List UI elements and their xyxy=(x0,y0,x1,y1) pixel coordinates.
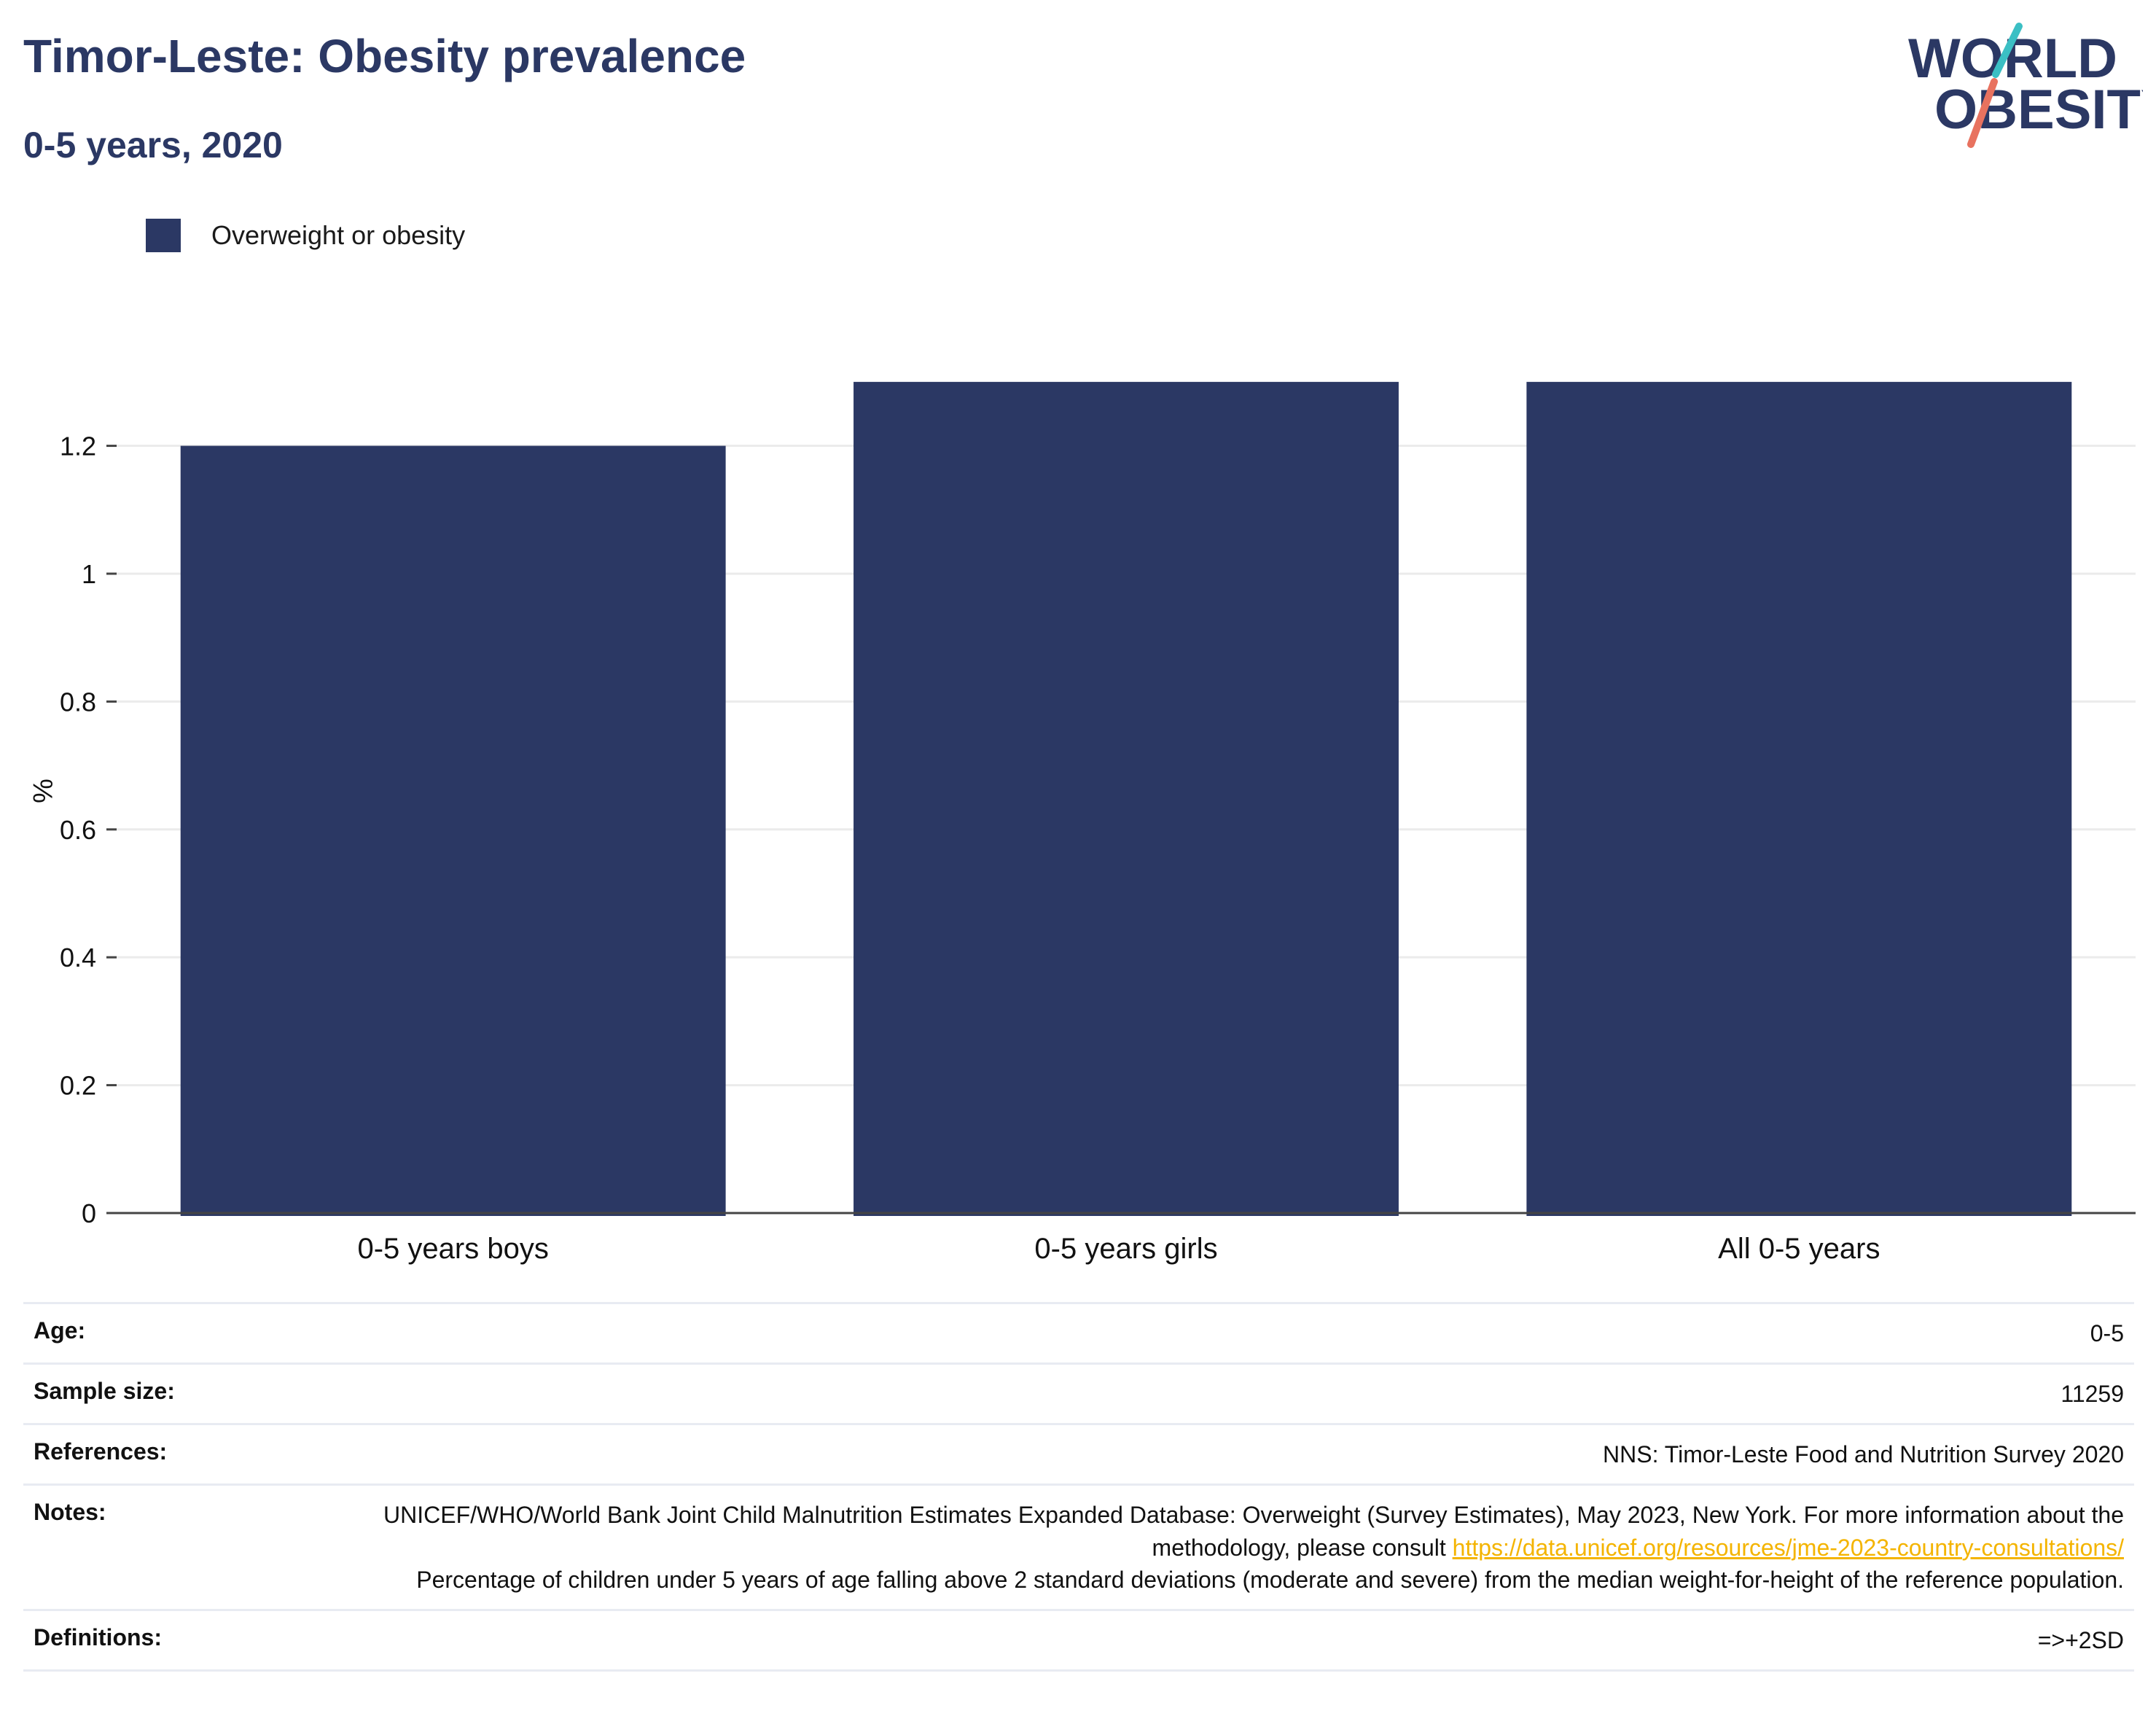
meta-references-value: NNS: Timor-Leste Food and Nutrition Surv… xyxy=(335,1423,2134,1485)
meta-row-sample-size: Sample size: 11259 xyxy=(23,1362,2134,1424)
meta-row-notes: Notes: UNICEF/WHO/World Bank Joint Child… xyxy=(23,1483,2134,1610)
y-tick-label: 0.2 xyxy=(60,1071,96,1101)
meta-notes-value: UNICEF/WHO/World Bank Joint Child Malnut… xyxy=(335,1483,2134,1610)
logo-slash-bottom xyxy=(1967,78,1998,148)
notes-link[interactable]: https://data.unicef.org/resources/jme-20… xyxy=(1452,1534,2124,1561)
meta-definitions-label: Definitions: xyxy=(23,1608,335,1672)
notes-text-before-link: UNICEF/WHO/World Bank Joint Child Malnut… xyxy=(383,1502,2124,1561)
meta-row-references: References: NNS: Timor-Leste Food and Nu… xyxy=(23,1423,2134,1485)
meta-age-label: Age: xyxy=(23,1301,335,1364)
y-tick-label: 1 xyxy=(82,559,96,589)
meta-definitions-value: =>+2SD xyxy=(335,1608,2134,1672)
meta-sample-size-value: 11259 xyxy=(335,1362,2134,1424)
page-subtitle: 0-5 years, 2020 xyxy=(23,125,283,165)
meta-row-definitions: Definitions: =>+2SD xyxy=(23,1608,2134,1672)
meta-notes-label: Notes: xyxy=(23,1483,335,1610)
x-tick-label: 0-5 years girls xyxy=(1034,1233,1217,1265)
logo-slash-top xyxy=(1992,23,2023,78)
y-tick-label: 0 xyxy=(82,1198,96,1228)
logo-line2: OBESITY xyxy=(1934,79,2143,141)
y-tick-label: 1.2 xyxy=(60,432,96,461)
meta-references-label: References: xyxy=(23,1423,335,1485)
notes-text-after-link: Percentage of children under 5 years of … xyxy=(416,1566,2124,1593)
meta-age-value: 0-5 xyxy=(335,1301,2134,1364)
meta-row-age: Age: 0-5 xyxy=(23,1301,2134,1364)
bar xyxy=(180,445,726,1216)
meta-sample-size-label: Sample size: xyxy=(23,1362,335,1424)
world-obesity-logo: WORLD OBESITY xyxy=(1908,23,2143,148)
y-tick-label: 0.4 xyxy=(60,943,96,972)
bar-chart: 0 0.2 0.4 0.6 0.8 1 1.2 0-5 years boys 0-5 years… xyxy=(60,381,2136,1265)
legend-swatch xyxy=(146,219,181,252)
page-title: Timor-Leste: Obesity prevalence xyxy=(23,30,746,82)
legend-label: Overweight or obesity xyxy=(211,220,466,250)
x-tick-label: All 0-5 years xyxy=(1718,1233,1880,1265)
y-tick-label: 0.6 xyxy=(60,815,96,845)
chart-legend: Overweight or obesity xyxy=(146,217,465,254)
metadata-table: Age: 0-5 Sample size: 11259 References: … xyxy=(23,1301,2134,1672)
x-tick-label: 0-5 years boys xyxy=(357,1233,548,1265)
bar xyxy=(1526,381,2072,1217)
bar xyxy=(854,381,1399,1217)
y-tick-label: 0.8 xyxy=(60,687,96,717)
